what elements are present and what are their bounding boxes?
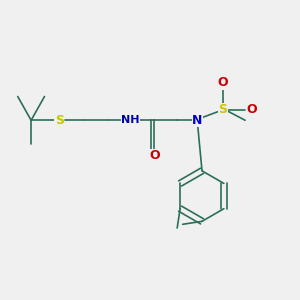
Text: NH: NH bbox=[122, 115, 140, 125]
Text: S: S bbox=[55, 114, 64, 127]
Text: O: O bbox=[218, 76, 228, 89]
Text: O: O bbox=[246, 103, 257, 116]
Text: N: N bbox=[192, 114, 203, 127]
Text: S: S bbox=[218, 103, 227, 116]
Text: O: O bbox=[149, 149, 160, 162]
